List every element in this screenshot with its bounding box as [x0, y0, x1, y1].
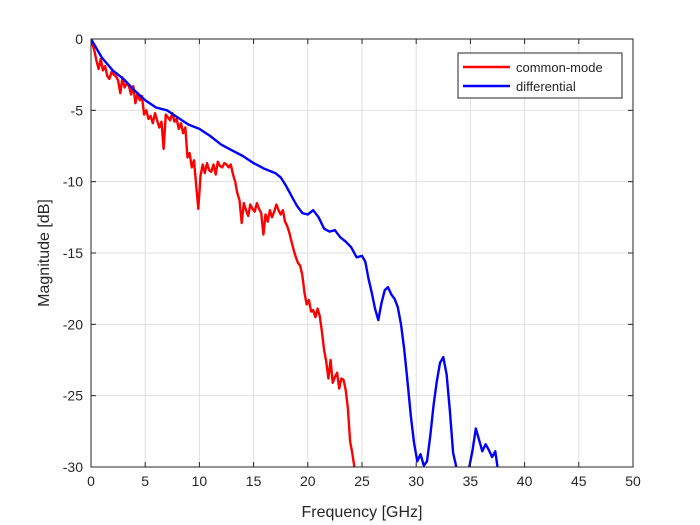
- y-tick-label: -10: [63, 174, 83, 190]
- series-layer: [91, 39, 499, 467]
- y-axis-label: Magnitude [dB]: [36, 199, 53, 307]
- x-tick-label: 25: [354, 473, 370, 489]
- x-tick-label: 40: [517, 473, 533, 489]
- x-tick-label: 45: [571, 473, 587, 489]
- y-tick-label: -30: [63, 459, 83, 475]
- series-line-differential: [91, 39, 499, 467]
- x-tick-label: 0: [87, 473, 95, 489]
- legend: common-mode differential: [457, 52, 623, 99]
- series-line-common-mode: [91, 39, 356, 467]
- x-tick-label: 35: [463, 473, 479, 489]
- axis-ticks: 0 5 10 15 20 25 30 35 40 45 50 0 -5 -10 -15 -20 -25 -30: [63, 31, 641, 489]
- y-tick-label: 0: [75, 31, 83, 47]
- x-tick-label: 50: [625, 473, 641, 489]
- x-tick-label: 5: [141, 473, 149, 489]
- y-tick-label: -5: [71, 102, 84, 118]
- y-tick-label: -25: [63, 388, 83, 404]
- x-tick-label: 30: [408, 473, 424, 489]
- x-tick-label: 20: [300, 473, 316, 489]
- y-tick-label: -20: [63, 316, 83, 332]
- legend-label-differential: differential: [516, 79, 576, 94]
- legend-box: [457, 52, 623, 99]
- y-tick-label: -15: [63, 245, 83, 261]
- x-tick-label: 15: [246, 473, 262, 489]
- x-tick-label: 10: [192, 473, 208, 489]
- legend-label-common-mode: common-mode: [516, 60, 603, 75]
- x-axis-label: Frequency [GHz]: [302, 504, 423, 521]
